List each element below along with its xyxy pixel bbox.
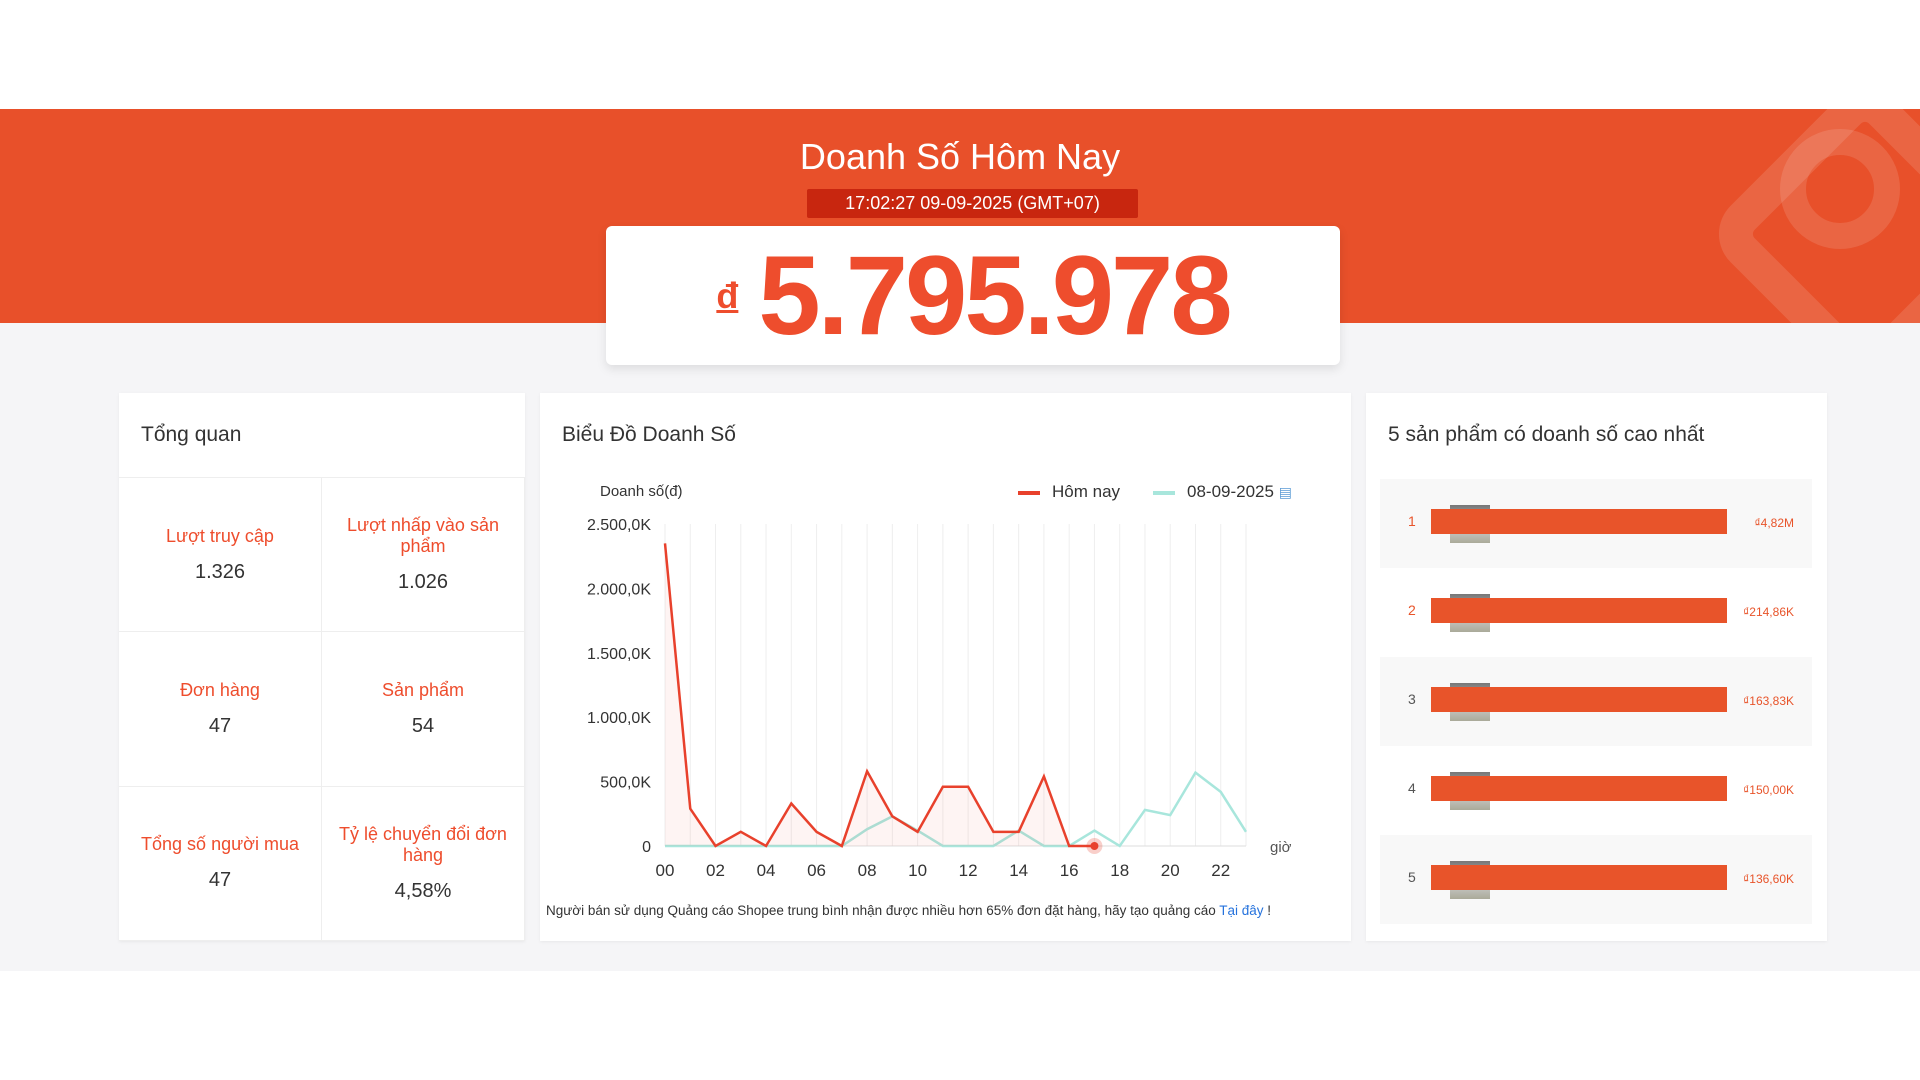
product-rank: 3: [1408, 691, 1416, 707]
y-tick-label: 2.000,0K: [587, 581, 651, 598]
product-row[interactable]: 4 ₫150,00K: [1380, 746, 1812, 835]
metric-label: Lượt nhấp vào sản phẩm: [347, 515, 499, 557]
metric-products: Sản phẩm 54: [322, 632, 525, 787]
product-rank: 5: [1408, 869, 1416, 885]
chart-title: Biểu Đồ Doanh Số: [562, 423, 736, 446]
metric-label: Tổng số người mua: [141, 834, 299, 855]
y-tick-label: 0: [642, 839, 651, 856]
top-products-panel: 5 sản phẩm có doanh số cao nhất 1 ₫4,82M 2…: [1366, 393, 1827, 941]
x-tick-label: 08: [858, 861, 877, 880]
y-tick-label: 1.000,0K: [587, 710, 651, 727]
legend-today[interactable]: Hôm nay: [1018, 482, 1120, 502]
metric-value: 54: [411, 714, 435, 737]
metric-label: Tỷ lệ chuyển đổi đơn hàng: [339, 823, 507, 865]
ads-link[interactable]: Tại đây: [1219, 903, 1264, 918]
metric-label: Sản phẩm: [381, 679, 465, 700]
x-tick-label: 20: [1161, 861, 1180, 880]
y-tick-label: 2.500,0K: [587, 517, 651, 534]
product-row[interactable]: 5 ₫136,60K: [1380, 835, 1812, 924]
product-row[interactable]: 1 ₫4,82M: [1380, 479, 1812, 568]
x-tick-label: 02: [706, 861, 725, 880]
metric-value: 1.026: [397, 571, 449, 594]
redacted-product-name: [1431, 865, 1727, 890]
metric-buyers: Tổng số người mua 47: [119, 786, 322, 941]
redacted-product-name: [1431, 598, 1727, 623]
x-tick-label: 00: [656, 861, 675, 880]
y-axis-label: Doanh số(đ): [600, 483, 683, 500]
x-tick-label: 04: [757, 861, 776, 880]
top-products-title: 5 sản phẩm có doanh số cao nhất: [1388, 423, 1705, 446]
metric-value: 47: [208, 714, 232, 737]
redacted-product-name: [1431, 687, 1727, 712]
calendar-icon[interactable]: ▤: [1278, 484, 1292, 500]
metric-conversion-rate: Tỷ lệ chuyển đổi đơn hàng 4,58%: [322, 786, 525, 941]
overview-title: Tổng quan: [141, 423, 242, 446]
metric-value: 1.326: [194, 560, 246, 583]
revenue-card: đ 5.795.978: [606, 226, 1340, 365]
product-sales: ₫214,86K: [1743, 605, 1794, 619]
product-sales: ₫163,83K: [1743, 694, 1794, 708]
y-tick-label: 1.500,0K: [587, 646, 651, 663]
product-rank: 1: [1408, 513, 1416, 529]
series-line-today: [663, 543, 1095, 848]
x-axis-label: giờ: [1270, 839, 1292, 856]
metric-orders: Đơn hàng 47: [119, 632, 322, 787]
ads-tip-text: Người bán sử dụng Quảng cáo Shopee trung…: [546, 903, 1220, 918]
metric-visits: Lượt truy cập 1.326: [119, 478, 322, 633]
product-rank: 2: [1408, 602, 1416, 618]
legend-label: Hôm nay: [1052, 482, 1121, 501]
series-line-compare: [665, 770, 1248, 848]
x-tick-label: 10: [908, 861, 927, 880]
page-title: Doanh Số Hôm Nay: [799, 136, 1121, 177]
legend-swatch: [1153, 490, 1175, 495]
sales-chart-panel: Biểu Đồ Doanh Số Doanh số(đ) Hôm nay 08-…: [540, 393, 1351, 941]
legend-compare-date[interactable]: 08-09-2025 ▤: [1153, 482, 1292, 502]
x-tick-label: 12: [959, 861, 978, 880]
ads-tip-end: !: [1263, 903, 1272, 918]
x-tick-label: 16: [1060, 861, 1079, 880]
redacted-product-name: [1431, 776, 1727, 801]
area-today: [665, 543, 1095, 846]
product-sales: ₫150,00K: [1743, 783, 1794, 797]
timestamp-badge: 17:02:27 09-09-2025 (GMT+07): [807, 189, 1138, 218]
metric-value: 47: [208, 869, 232, 892]
product-sales: ₫136,60K: [1743, 872, 1794, 886]
y-tick-label: 500,0K: [600, 775, 651, 792]
currency-symbol: đ: [716, 274, 739, 316]
metric-value: 4,58%: [394, 879, 452, 902]
sales-line-chart: 0 500,0K 1.000,0K 1.500,0K 2.000,0K 2.500,0K 0…: [587, 517, 1292, 880]
overview-panel: Tổng quan Lượt truy cập 1.326 Lượt nhấp v…: [119, 393, 525, 941]
current-point: [1090, 842, 1099, 850]
product-row[interactable]: 2 ₫214,86K: [1380, 568, 1812, 657]
redacted-product-name: [1431, 509, 1727, 534]
product-row[interactable]: 3 ₫163,83K: [1380, 657, 1812, 746]
x-tick-label: 06: [807, 861, 826, 880]
legend-swatch: [1018, 490, 1040, 495]
revenue-amount: 5.795.978: [758, 233, 1232, 358]
x-tick-label: 14: [1009, 861, 1028, 880]
x-tick-label: 18: [1110, 861, 1129, 880]
metric-label: Lượt truy cập: [166, 525, 274, 546]
product-rank: 4: [1408, 780, 1416, 796]
ads-tip: Người bán sử dụng Quảng cáo Shopee trung…: [546, 903, 1271, 918]
x-tick-label: 22: [1211, 861, 1230, 880]
product-sales: ₫4,82M: [1754, 516, 1794, 530]
metric-product-clicks: Lượt nhấp vào sản phẩm 1.026: [322, 478, 525, 633]
metric-label: Đơn hàng: [180, 679, 260, 700]
legend-label: 08-09-2025: [1187, 482, 1274, 501]
